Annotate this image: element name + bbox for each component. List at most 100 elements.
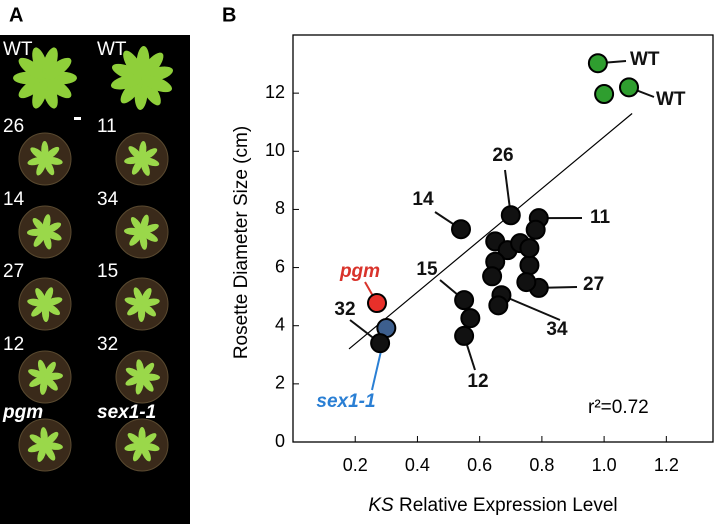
point-label: sex1-1 xyxy=(316,391,375,412)
point-label: 27 xyxy=(583,274,604,295)
point xyxy=(482,266,503,287)
point xyxy=(451,219,471,240)
point xyxy=(460,308,481,329)
leaf xyxy=(141,75,172,93)
y-tick-label: 10 xyxy=(265,140,285,160)
leaf xyxy=(44,230,62,241)
point-label: 14 xyxy=(412,189,434,210)
leaf xyxy=(127,303,143,316)
leaf xyxy=(32,217,46,233)
panel-label: B xyxy=(222,4,236,26)
point-label: 15 xyxy=(416,259,438,280)
leaf xyxy=(141,223,159,234)
point xyxy=(594,84,615,105)
leaf xyxy=(140,158,150,176)
photo-label: 27 xyxy=(3,261,24,282)
label-leader xyxy=(501,294,561,321)
leaf xyxy=(44,431,59,446)
y-tick-label: 0 xyxy=(275,431,285,451)
leaf xyxy=(44,57,72,80)
leaf xyxy=(127,433,143,446)
leaf xyxy=(141,157,160,167)
leaf xyxy=(125,375,143,386)
photo-label: WT xyxy=(97,39,127,60)
leaf xyxy=(141,230,158,242)
photo-label: 11 xyxy=(97,116,117,137)
leaf xyxy=(140,444,151,462)
leaf xyxy=(37,359,47,378)
leaf xyxy=(32,77,48,109)
photo-label: pgm xyxy=(2,402,43,423)
leaf xyxy=(36,158,47,176)
point xyxy=(488,295,509,316)
point-label: WT xyxy=(656,89,686,110)
leaf xyxy=(27,228,46,236)
leaf xyxy=(141,376,154,392)
leaf xyxy=(132,444,144,462)
point-label: 12 xyxy=(467,371,488,392)
point-label: 11 xyxy=(590,207,611,228)
point xyxy=(587,53,608,74)
leaf xyxy=(141,148,158,160)
leaf xyxy=(44,222,62,234)
leaf xyxy=(44,361,56,378)
leaf xyxy=(33,231,46,247)
leaf xyxy=(29,376,46,388)
x-axis-label: KS Relative Expression Level xyxy=(368,495,617,516)
leaf xyxy=(30,147,46,160)
point xyxy=(500,205,521,226)
point xyxy=(519,238,540,259)
leaf xyxy=(44,146,60,160)
plot-frame xyxy=(292,34,714,443)
point-label: 32 xyxy=(334,299,355,320)
leaf xyxy=(37,444,47,462)
panel-label: A xyxy=(9,4,23,26)
leaf xyxy=(130,216,143,233)
photo-label: WT xyxy=(3,39,33,60)
point xyxy=(516,272,537,293)
point xyxy=(525,219,546,240)
leaf xyxy=(141,303,156,317)
leaf xyxy=(141,433,157,446)
leaf xyxy=(44,444,56,461)
leaf xyxy=(133,287,144,305)
x-axis-label-part: Relative Expression Level xyxy=(394,495,618,516)
y-tick-label: 4 xyxy=(275,314,285,334)
leaf xyxy=(112,63,143,81)
annotation: r²=0.72 xyxy=(588,397,649,418)
y-tick-label: 12 xyxy=(265,82,285,102)
x-axis-label-part: KS xyxy=(368,495,394,516)
leaf xyxy=(129,231,143,246)
leaf xyxy=(29,434,46,446)
leaf xyxy=(141,298,160,307)
x-tick-label: 0.2 xyxy=(343,455,368,475)
fit-line xyxy=(348,113,633,350)
point xyxy=(619,77,639,98)
x-tick-label: 1.0 xyxy=(592,455,617,475)
leaf xyxy=(131,158,143,175)
y-axis-label: Rosette Diameter Size (cm) xyxy=(231,126,252,359)
photo-label: 26 xyxy=(3,116,24,137)
point-label: 34 xyxy=(546,319,568,340)
leaf xyxy=(125,367,143,379)
leaf xyxy=(42,47,58,79)
y-tick-label: 6 xyxy=(275,256,285,276)
leaf xyxy=(43,158,55,176)
leaf xyxy=(44,303,60,316)
point xyxy=(454,290,475,311)
leaf xyxy=(27,443,46,453)
leaf xyxy=(44,376,58,391)
leaf xyxy=(28,369,46,379)
leaf xyxy=(31,303,46,317)
point xyxy=(454,325,475,346)
scale-bar xyxy=(74,117,81,120)
photo-label: 12 xyxy=(3,334,24,355)
point-label: 26 xyxy=(492,145,513,166)
x-tick-label: 0.8 xyxy=(529,455,554,475)
leaf xyxy=(35,288,47,305)
photo-label: sex1-1 xyxy=(97,402,156,423)
photo-label: 34 xyxy=(97,189,119,210)
point-label: WT xyxy=(630,49,660,70)
point xyxy=(367,293,387,314)
